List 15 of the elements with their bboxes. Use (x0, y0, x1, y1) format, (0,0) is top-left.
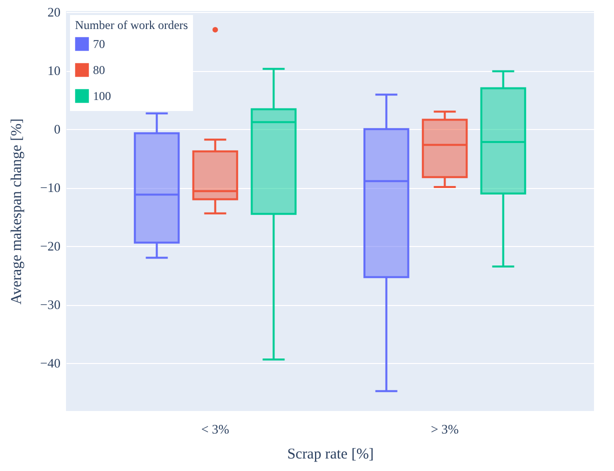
y-tick-label: 0 (54, 122, 60, 137)
y-tick-label: 20 (48, 4, 60, 20)
legend-title: Number of work orders (75, 18, 188, 32)
x-tick-label: < 3% (201, 422, 230, 436)
y-tick-label: −30 (40, 297, 60, 312)
y-tick-label: −20 (40, 238, 60, 254)
legend-label: 100 (93, 89, 111, 103)
x-tick-label: > 3% (430, 422, 459, 436)
y-axis-title: Average makespan change [%] (9, 118, 26, 304)
y-tick-label: −40 (40, 356, 60, 371)
x-axis-title: Scrap rate [%] (287, 446, 374, 462)
y-tick-label: 10 (48, 63, 60, 78)
y-tick-label: −10 (40, 180, 60, 196)
legend-label: 80 (93, 63, 105, 77)
legend-label: 70 (93, 37, 105, 51)
